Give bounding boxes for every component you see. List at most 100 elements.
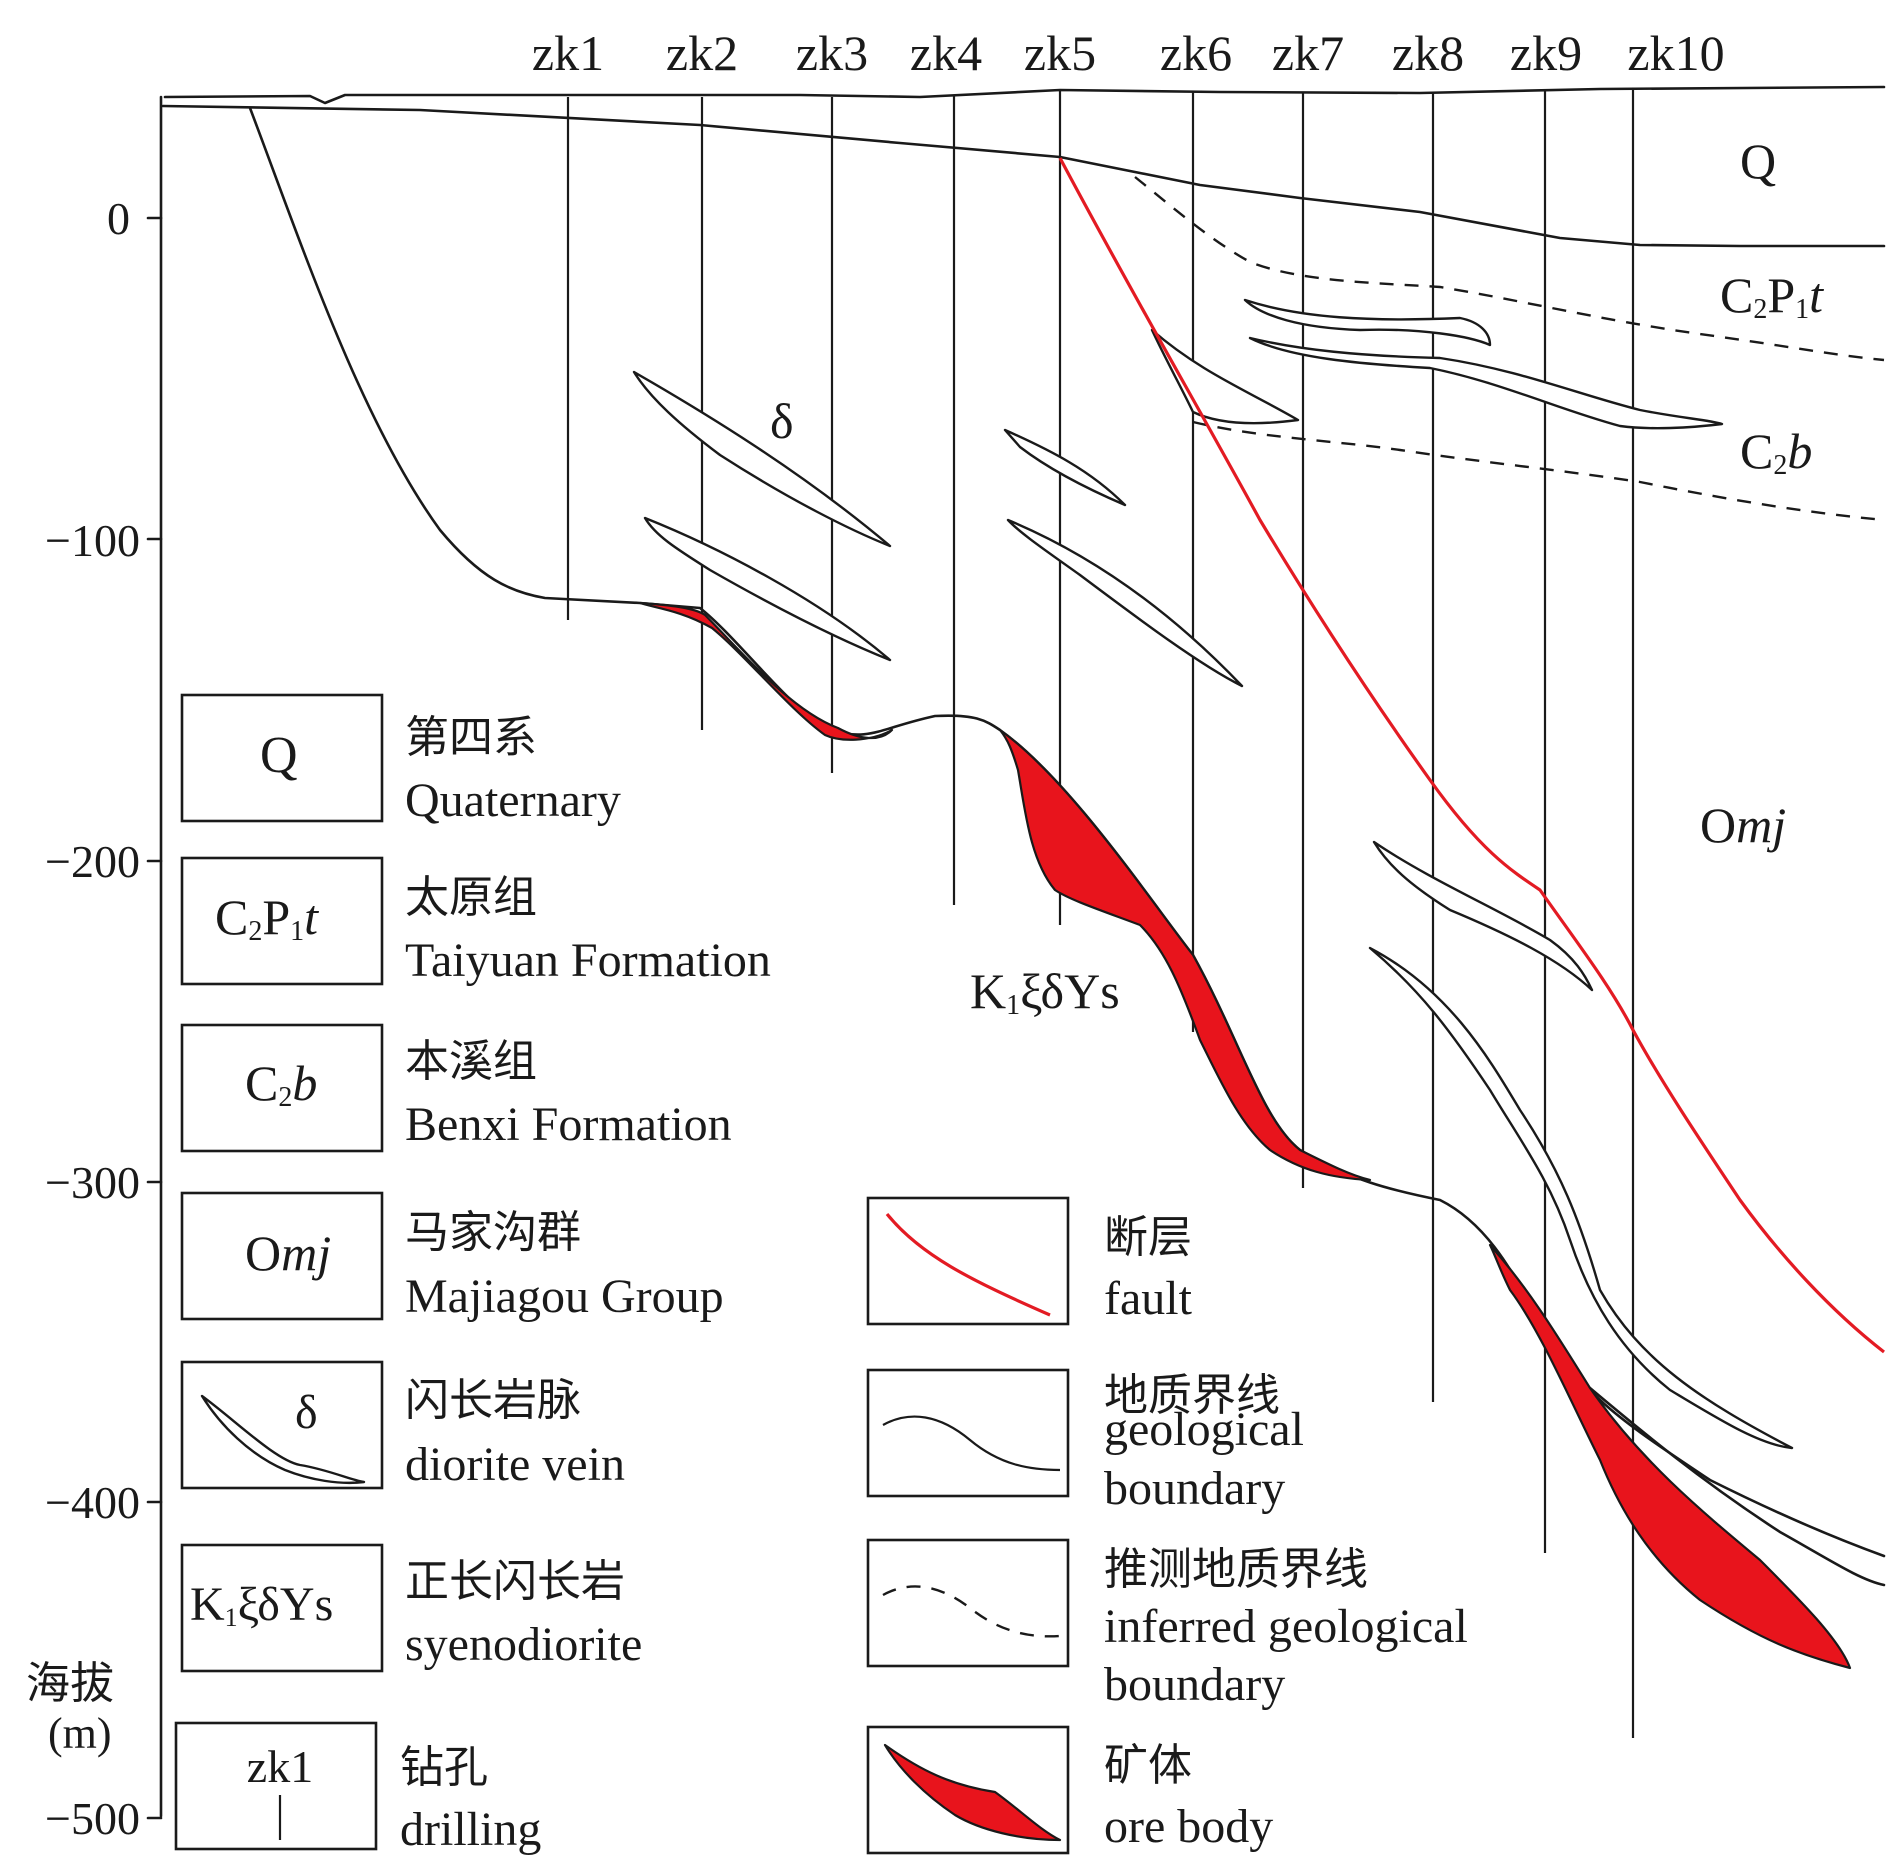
legend-c2b-main: C bbox=[245, 1055, 278, 1111]
legend-en-drilling: drilling bbox=[400, 1803, 541, 1856]
legend-c2p1t-mid: P bbox=[262, 889, 290, 945]
axis-ticks bbox=[146, 216, 163, 1820]
inner-boundary-lower bbox=[1588, 1386, 1886, 1587]
c2b-ital: b bbox=[1787, 423, 1812, 479]
legend-en-quaternary: Quaternary bbox=[405, 774, 621, 827]
legend-c2p1t-ital: t bbox=[304, 889, 319, 945]
legend-symbol-omj: Omj bbox=[245, 1225, 331, 1281]
legend-en-inferred-2: boundary bbox=[1104, 1658, 1285, 1711]
k1-main: K bbox=[970, 963, 1006, 1019]
legend-zh-diorite: 闪长岩脉 bbox=[405, 1375, 581, 1426]
legend-k1-rest: ξδYs bbox=[238, 1578, 334, 1631]
borehole-label-zk1: zk1 bbox=[532, 25, 604, 81]
legend-en-benxi: Benxi Formation bbox=[405, 1098, 732, 1151]
ore-body-3 bbox=[1488, 1243, 1852, 1670]
c2p1t-ital: t bbox=[1809, 267, 1824, 323]
tick-label-500: −500 bbox=[45, 1793, 140, 1844]
legend-zh-majiagou: 马家沟群 bbox=[405, 1207, 581, 1258]
c2p1t-mid: P bbox=[1767, 267, 1795, 323]
legend-symbol-c2p1t: C2P1t bbox=[215, 889, 319, 947]
c2p1t-main: C bbox=[1720, 267, 1753, 323]
legend-zh-syenodiorite: 正长闪长岩 bbox=[405, 1556, 625, 1607]
c2b-main: C bbox=[1740, 423, 1773, 479]
legend-boundary-icon bbox=[882, 1415, 1061, 1472]
legend-en-fault: fault bbox=[1104, 1272, 1193, 1325]
legend-zh-taiyuan: 太原组 bbox=[405, 872, 537, 923]
axis-title: 海拔 bbox=[26, 1658, 114, 1709]
legend-zh-boundary: 地质界线 bbox=[1104, 1370, 1280, 1421]
ore-body-1 bbox=[638, 601, 894, 741]
legend-en-boundary-2: boundary bbox=[1104, 1462, 1285, 1515]
omj-ital: mj bbox=[1736, 797, 1786, 853]
legend-omj-main: O bbox=[245, 1225, 281, 1281]
legend-inferred-icon bbox=[882, 1585, 1061, 1638]
legend-zh-quaternary: 第四系 bbox=[405, 712, 537, 763]
unit-label-delta: δ bbox=[770, 393, 794, 449]
legend-box-c2p1t bbox=[180, 856, 384, 986]
borehole-label-zk10: zk10 bbox=[1627, 25, 1724, 81]
unit-label-c2b: C2b bbox=[1740, 423, 1812, 481]
legend-left: Q 第四系 Quaternary C2P1t 太原组 Taiyuan Forma… bbox=[174, 693, 771, 1856]
unit-label-omj: Omj bbox=[1700, 797, 1786, 853]
legend-en-inferred-1: inferred geological bbox=[1104, 1600, 1468, 1653]
k1-sub: 1 bbox=[1006, 990, 1020, 1021]
unit-label-c2p1t: C2P1t bbox=[1720, 267, 1824, 325]
borehole-label-zk5: zk5 bbox=[1024, 25, 1096, 81]
legend-right: 断层 fault 地质界线 geological boundary 推测地质界线… bbox=[866, 1196, 1468, 1855]
diorite-vein-6 bbox=[1368, 946, 1794, 1450]
legend-fault-icon bbox=[885, 1212, 1051, 1317]
borehole-label-zk6: zk6 bbox=[1160, 25, 1232, 81]
legend-box-drilling bbox=[174, 1721, 378, 1851]
diorite-vein-4 bbox=[1006, 518, 1244, 688]
legend-en-boundary-1: geological bbox=[1104, 1403, 1304, 1456]
tick-label-400: −400 bbox=[45, 1477, 140, 1528]
borehole-label-zk4: zk4 bbox=[910, 25, 982, 81]
diorite-vein-3 bbox=[1003, 428, 1127, 507]
legend-k1-sub: 1 bbox=[225, 1603, 238, 1632]
borehole-label-zk9: zk9 bbox=[1510, 25, 1582, 81]
legend-symbol-delta: δ bbox=[295, 1386, 318, 1439]
c2p1t-sub2: 1 bbox=[1795, 294, 1809, 325]
legend-c2p1t-main: C bbox=[215, 889, 248, 945]
legend-omj-ital: mj bbox=[281, 1225, 331, 1281]
legend-c2p1t-sub1: 2 bbox=[248, 916, 262, 947]
borehole-label-zk8: zk8 bbox=[1392, 25, 1464, 81]
legend-box-q bbox=[180, 693, 384, 823]
k1-rest: ξδYs bbox=[1020, 963, 1120, 1019]
legend-zh-fault: 断层 bbox=[1104, 1212, 1192, 1263]
quaternary-base-line bbox=[161, 104, 1886, 248]
legend-diorite-vein-icon bbox=[200, 1394, 366, 1485]
legend-box-inferred bbox=[866, 1538, 1070, 1668]
tick-label-100: −100 bbox=[45, 515, 140, 566]
fault-line bbox=[1058, 157, 1885, 1354]
legend-symbol-c2b: C2b bbox=[245, 1055, 317, 1113]
borehole-label-zk7: zk7 bbox=[1272, 25, 1344, 81]
legend-en-majiagou: Majiagou Group bbox=[405, 1270, 724, 1323]
diorite-vein-5 bbox=[1372, 840, 1594, 992]
legend-box-fault bbox=[866, 1196, 1070, 1326]
legend-box-omj bbox=[180, 1191, 384, 1321]
unit-label-k1: K1ξδYs bbox=[970, 963, 1120, 1021]
unit-label-q: Q bbox=[1740, 133, 1776, 189]
legend-en-taiyuan: Taiyuan Formation bbox=[405, 934, 771, 987]
borehole-label-zk2: zk2 bbox=[666, 25, 738, 81]
legend-zh-inferred: 推测地质界线 bbox=[1104, 1544, 1368, 1595]
inferred-boundary-c2b bbox=[1192, 420, 1885, 522]
legend-k1-main: K bbox=[190, 1578, 225, 1631]
boreholes bbox=[566, 89, 1635, 1738]
legend-c2b-ital: b bbox=[292, 1055, 317, 1111]
diorite-vein-1 bbox=[632, 370, 892, 548]
borehole-label-zk3: zk3 bbox=[796, 25, 868, 81]
legend-box-boundary bbox=[866, 1368, 1070, 1498]
legend-zh-drilling: 钻孔 bbox=[400, 1742, 488, 1793]
legend-ore-body-icon bbox=[883, 1743, 1062, 1842]
legend-symbol-q: Q bbox=[260, 727, 298, 784]
legend-box-c2b bbox=[180, 1023, 384, 1153]
ore-body-2 bbox=[998, 728, 1372, 1182]
c2p1t-sub1: 2 bbox=[1753, 294, 1767, 325]
sedimentary-lens-upper bbox=[1243, 298, 1492, 347]
legend-symbol-zk1: zk1 bbox=[247, 1741, 313, 1792]
legend-box-syenodiorite bbox=[180, 1543, 384, 1673]
inferred-boundary-q-base bbox=[1134, 176, 1885, 362]
